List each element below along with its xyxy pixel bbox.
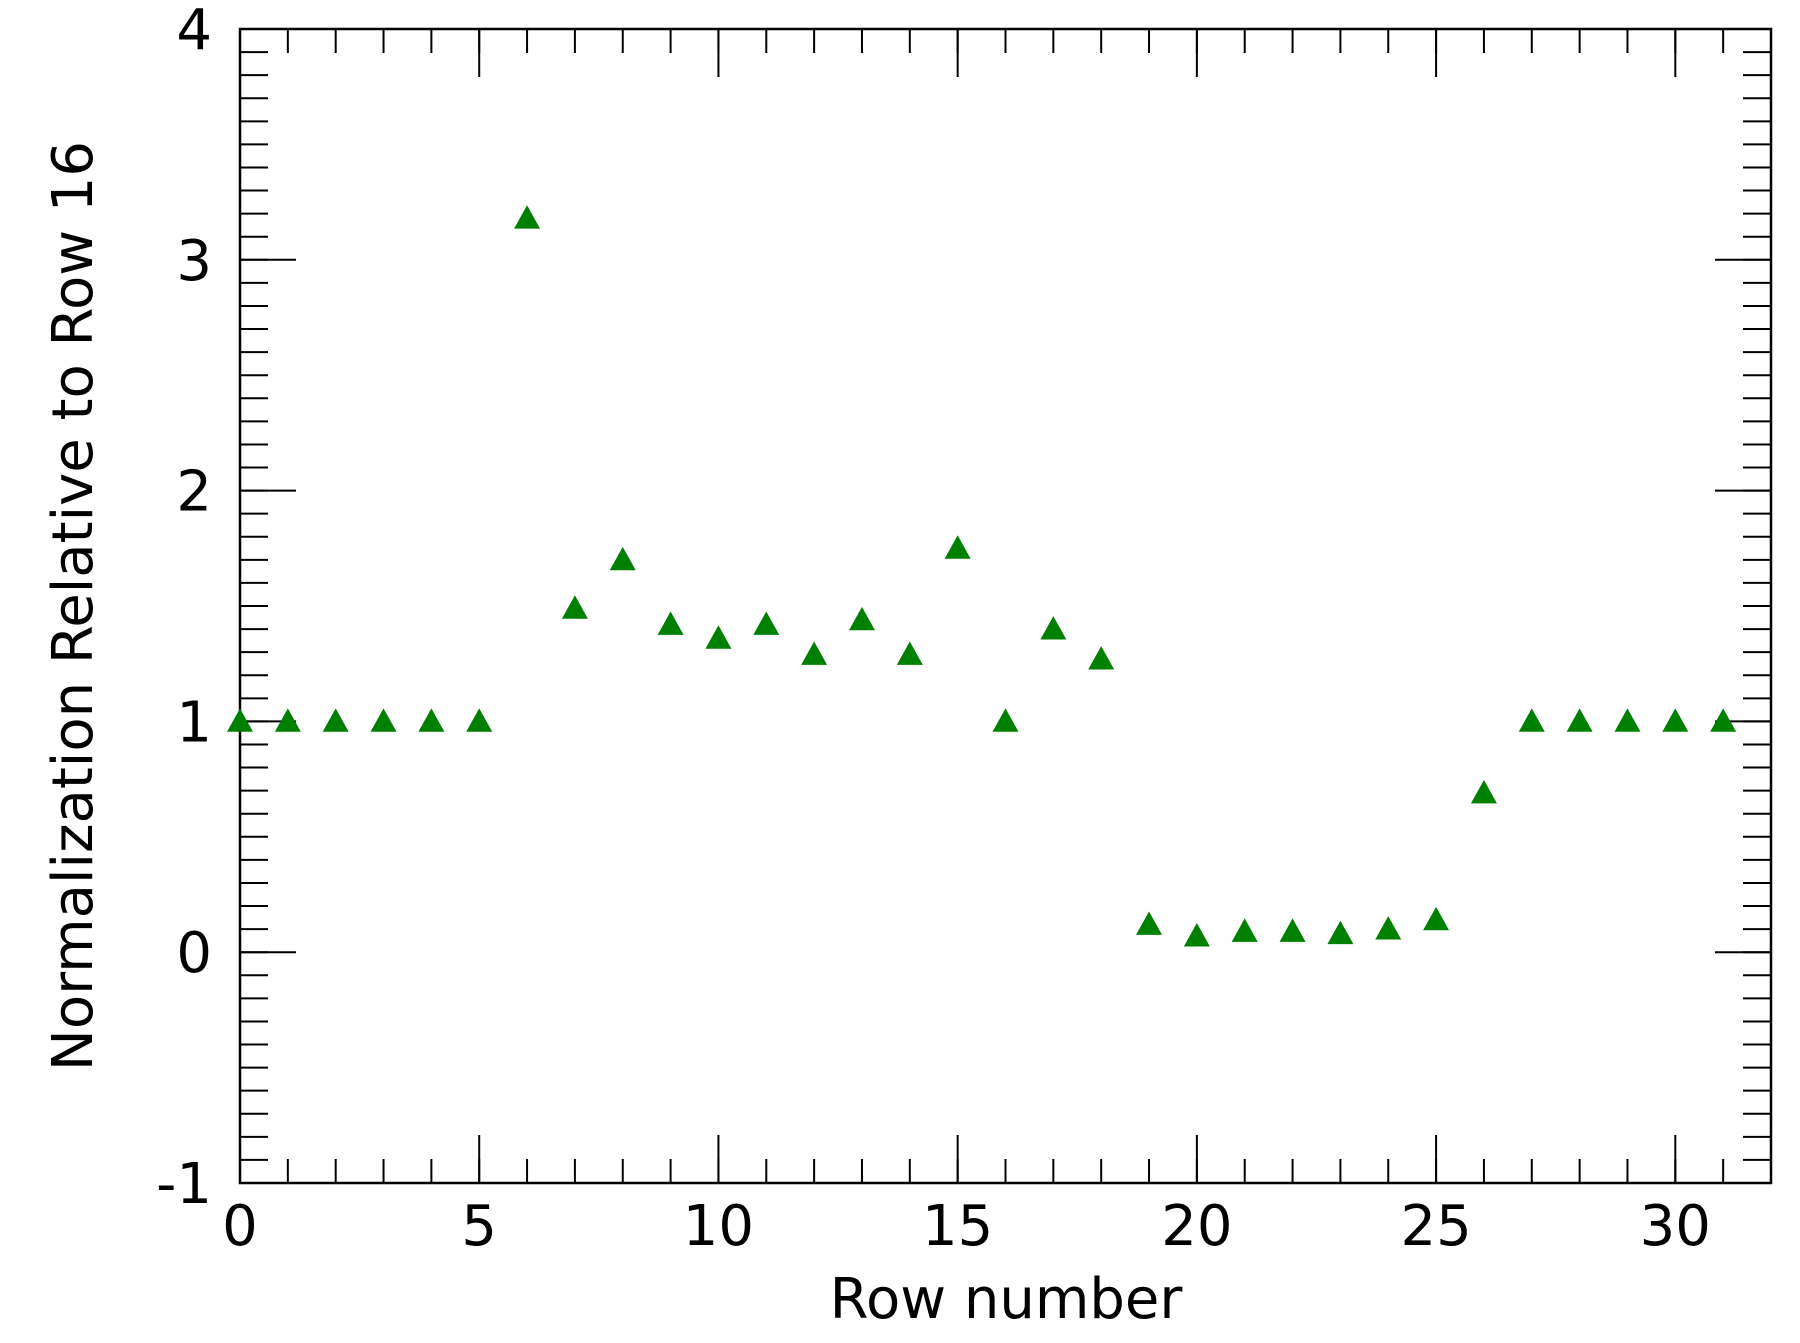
data-point <box>274 708 301 732</box>
data-point <box>1231 918 1258 942</box>
data-point <box>1614 708 1641 732</box>
data-point <box>848 606 875 631</box>
data-point <box>370 708 397 732</box>
data-point <box>561 595 588 619</box>
data-point <box>992 708 1019 732</box>
data-point <box>1327 920 1354 945</box>
y-tick-label: 3 <box>176 229 212 294</box>
data-point <box>1566 708 1593 732</box>
x-tick-label: 10 <box>683 1194 754 1259</box>
data-point <box>418 708 445 732</box>
data-point <box>1183 923 1210 947</box>
data-point <box>896 641 923 665</box>
data-point <box>1088 646 1115 670</box>
data-point <box>609 546 636 571</box>
plot-frame <box>238 27 1773 1185</box>
data-point <box>1470 779 1497 804</box>
x-axis-label: Row number <box>830 1267 1184 1332</box>
data-point <box>1279 918 1306 942</box>
data-point <box>322 708 349 732</box>
x-tick-label: 20 <box>1161 1194 1232 1259</box>
data-point <box>1375 916 1402 940</box>
data-point <box>466 708 493 732</box>
data-point <box>514 205 541 229</box>
y-tick-label: 2 <box>176 460 212 525</box>
data-point <box>753 611 780 635</box>
data-point <box>1710 708 1737 732</box>
x-tick-label: 0 <box>222 1194 258 1259</box>
data-point <box>1136 911 1163 935</box>
x-tick-label: 25 <box>1400 1194 1471 1259</box>
y-tick-label: 1 <box>176 690 212 755</box>
data-point <box>1518 708 1545 732</box>
data-point <box>801 641 828 665</box>
data-point <box>657 611 684 635</box>
x-tick-label: 15 <box>922 1194 993 1259</box>
data-point <box>1423 906 1450 931</box>
data-point <box>944 535 971 559</box>
x-tick-label: 30 <box>1640 1194 1711 1259</box>
y-tick-label: 4 <box>176 0 212 63</box>
data-point <box>1040 616 1067 640</box>
data-point <box>705 625 732 649</box>
y-tick-label: 0 <box>176 921 212 986</box>
data-point <box>227 708 253 732</box>
x-tick-label: 5 <box>461 1194 497 1259</box>
data-point <box>1662 708 1689 732</box>
y-tick-label: -1 <box>156 1152 212 1217</box>
y-axis-label: Normalization Relative to Row 16 <box>41 141 106 1071</box>
